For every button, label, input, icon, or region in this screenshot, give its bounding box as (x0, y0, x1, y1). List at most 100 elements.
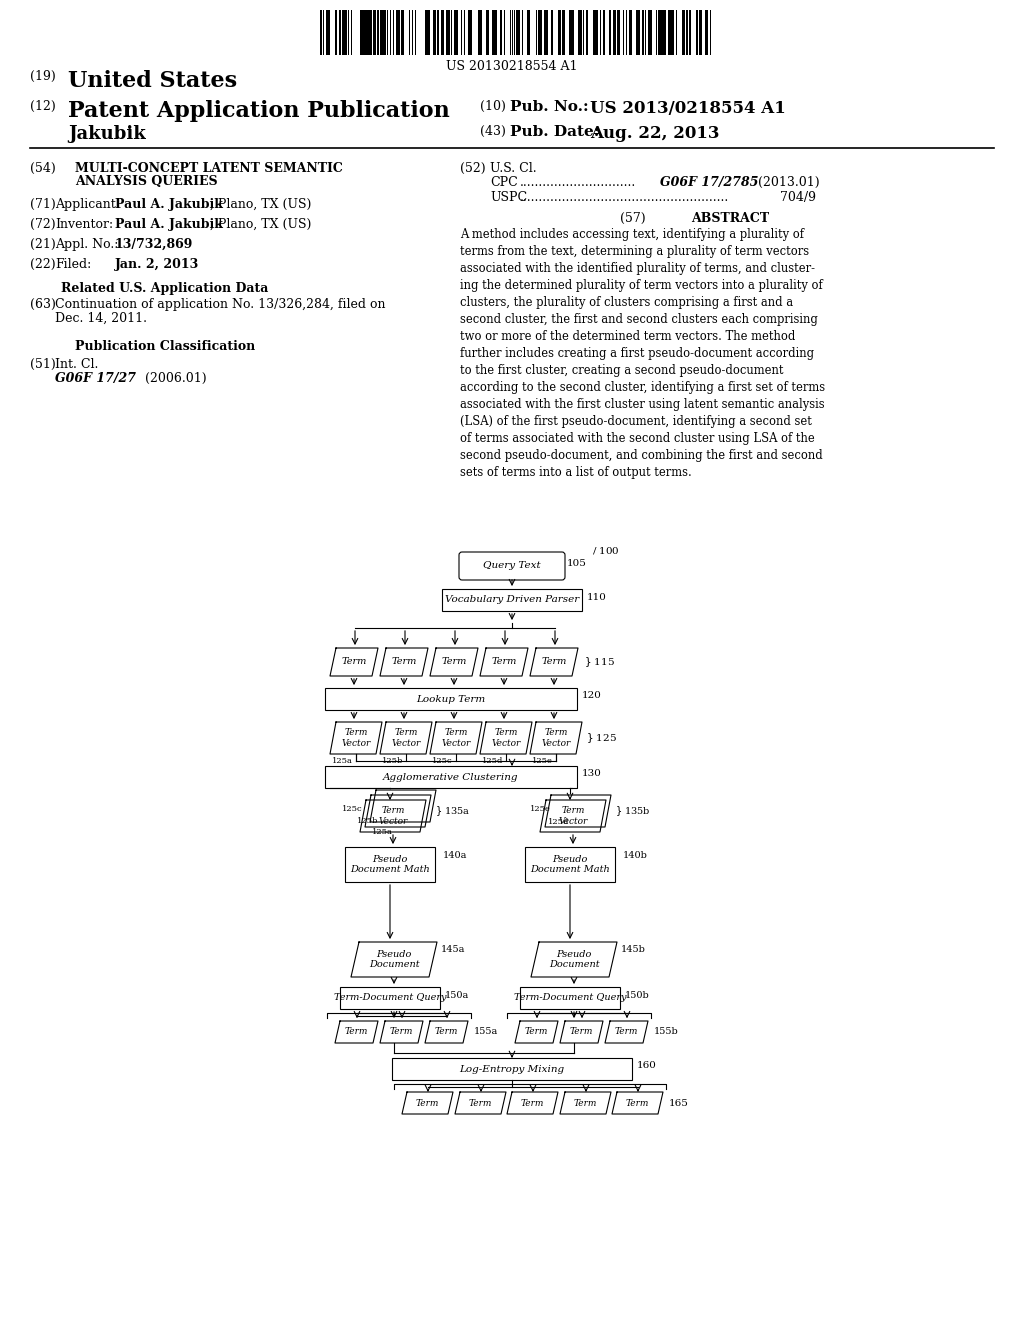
Text: Term: Term (573, 1098, 597, 1107)
Text: 130: 130 (582, 770, 602, 779)
Text: Term
Vector: Term Vector (558, 807, 588, 826)
Bar (323, 11, 324, 55)
Text: Term: Term (341, 657, 367, 667)
FancyBboxPatch shape (442, 589, 582, 611)
FancyBboxPatch shape (459, 552, 565, 579)
Bar (668, 11, 669, 55)
Polygon shape (560, 1020, 603, 1043)
Text: (57): (57) (620, 213, 645, 224)
Bar (377, 11, 379, 55)
Bar (329, 11, 330, 55)
Bar (616, 11, 618, 55)
Text: Term
Vector: Term Vector (391, 729, 421, 747)
Text: 125a: 125a (332, 756, 353, 766)
Text: Related U.S. Application Data: Related U.S. Application Data (61, 282, 268, 294)
Bar (626, 11, 628, 55)
Bar (342, 11, 344, 55)
FancyBboxPatch shape (340, 987, 440, 1008)
Text: Vocabulary Driven Parser: Vocabulary Driven Parser (444, 595, 580, 605)
Text: Term: Term (416, 1098, 439, 1107)
Text: Term: Term (525, 1027, 548, 1036)
Bar (595, 11, 597, 55)
Text: Pseudo
Document: Pseudo Document (369, 950, 419, 969)
Text: Term
Vector: Term Vector (441, 729, 471, 747)
Bar (660, 11, 662, 55)
Bar (686, 11, 688, 55)
Bar (504, 11, 505, 55)
Bar (396, 11, 398, 55)
Polygon shape (425, 1020, 468, 1043)
Bar (445, 11, 447, 55)
Text: Term
Vector: Term Vector (542, 729, 570, 747)
Bar (500, 11, 502, 55)
Polygon shape (335, 1020, 378, 1043)
Bar (547, 11, 548, 55)
Bar (512, 11, 513, 55)
Bar (495, 11, 497, 55)
Text: 704/9: 704/9 (780, 191, 816, 205)
Text: 125c: 125c (432, 756, 453, 766)
Text: Paul A. Jakubik: Paul A. Jakubik (115, 198, 223, 211)
Text: Term: Term (521, 1098, 544, 1107)
Bar (374, 11, 376, 55)
Bar (522, 11, 523, 55)
Text: Term: Term (390, 1027, 414, 1036)
Bar (561, 11, 562, 55)
Bar (559, 11, 561, 55)
Bar (665, 11, 666, 55)
Text: 155a: 155a (474, 1027, 499, 1036)
Bar (351, 11, 352, 55)
Bar (546, 11, 547, 55)
Text: Jakubik: Jakubik (68, 125, 145, 143)
Bar (658, 11, 660, 55)
Text: 125a: 125a (372, 828, 393, 836)
Text: ABSTRACT: ABSTRACT (691, 213, 769, 224)
Text: Aug. 22, 2013: Aug. 22, 2013 (590, 125, 720, 143)
Text: 145b: 145b (621, 945, 646, 954)
Text: Term: Term (441, 657, 467, 667)
Text: Patent Application Publication: Patent Application Publication (68, 100, 450, 121)
Bar (492, 11, 493, 55)
Text: 110: 110 (587, 593, 607, 602)
Text: Agglomerative Clustering: Agglomerative Clustering (383, 772, 519, 781)
Polygon shape (515, 1020, 558, 1043)
Bar (339, 11, 341, 55)
Text: $\}$ 135a: $\}$ 135a (435, 804, 470, 818)
Bar (603, 11, 605, 55)
Text: $\}$ 135b: $\}$ 135b (615, 804, 650, 818)
Text: (71): (71) (30, 198, 55, 211)
Text: Term: Term (626, 1098, 649, 1107)
Bar (670, 11, 671, 55)
Text: Term: Term (435, 1027, 458, 1036)
Text: A method includes accessing text, identifying a plurality of
terms from the text: A method includes accessing text, identi… (460, 228, 825, 479)
Bar (392, 11, 394, 55)
Bar (612, 11, 614, 55)
Bar (454, 11, 455, 55)
Bar (480, 11, 482, 55)
Text: (19): (19) (30, 70, 55, 83)
Bar (362, 11, 364, 55)
Bar (644, 11, 646, 55)
Bar (386, 11, 387, 55)
Text: Pseudo
Document: Pseudo Document (549, 950, 599, 969)
Text: Query Text: Query Text (483, 561, 541, 570)
Bar (493, 11, 495, 55)
Bar (597, 11, 598, 55)
Bar (700, 11, 702, 55)
Bar (673, 11, 674, 55)
Text: 13/732,869: 13/732,869 (115, 238, 194, 251)
Text: Term: Term (569, 1027, 593, 1036)
Text: , Plano, TX (US): , Plano, TX (US) (210, 218, 311, 231)
Bar (461, 11, 462, 55)
Bar (649, 11, 650, 55)
Text: ANALYSIS QUERIES: ANALYSIS QUERIES (75, 176, 218, 187)
Bar (657, 11, 658, 55)
Text: Term: Term (391, 657, 417, 667)
Bar (434, 11, 436, 55)
Text: 165: 165 (669, 1098, 689, 1107)
Text: (21): (21) (30, 238, 55, 251)
Bar (468, 11, 470, 55)
Bar (608, 11, 610, 55)
Text: 105: 105 (567, 558, 587, 568)
Polygon shape (530, 722, 582, 754)
